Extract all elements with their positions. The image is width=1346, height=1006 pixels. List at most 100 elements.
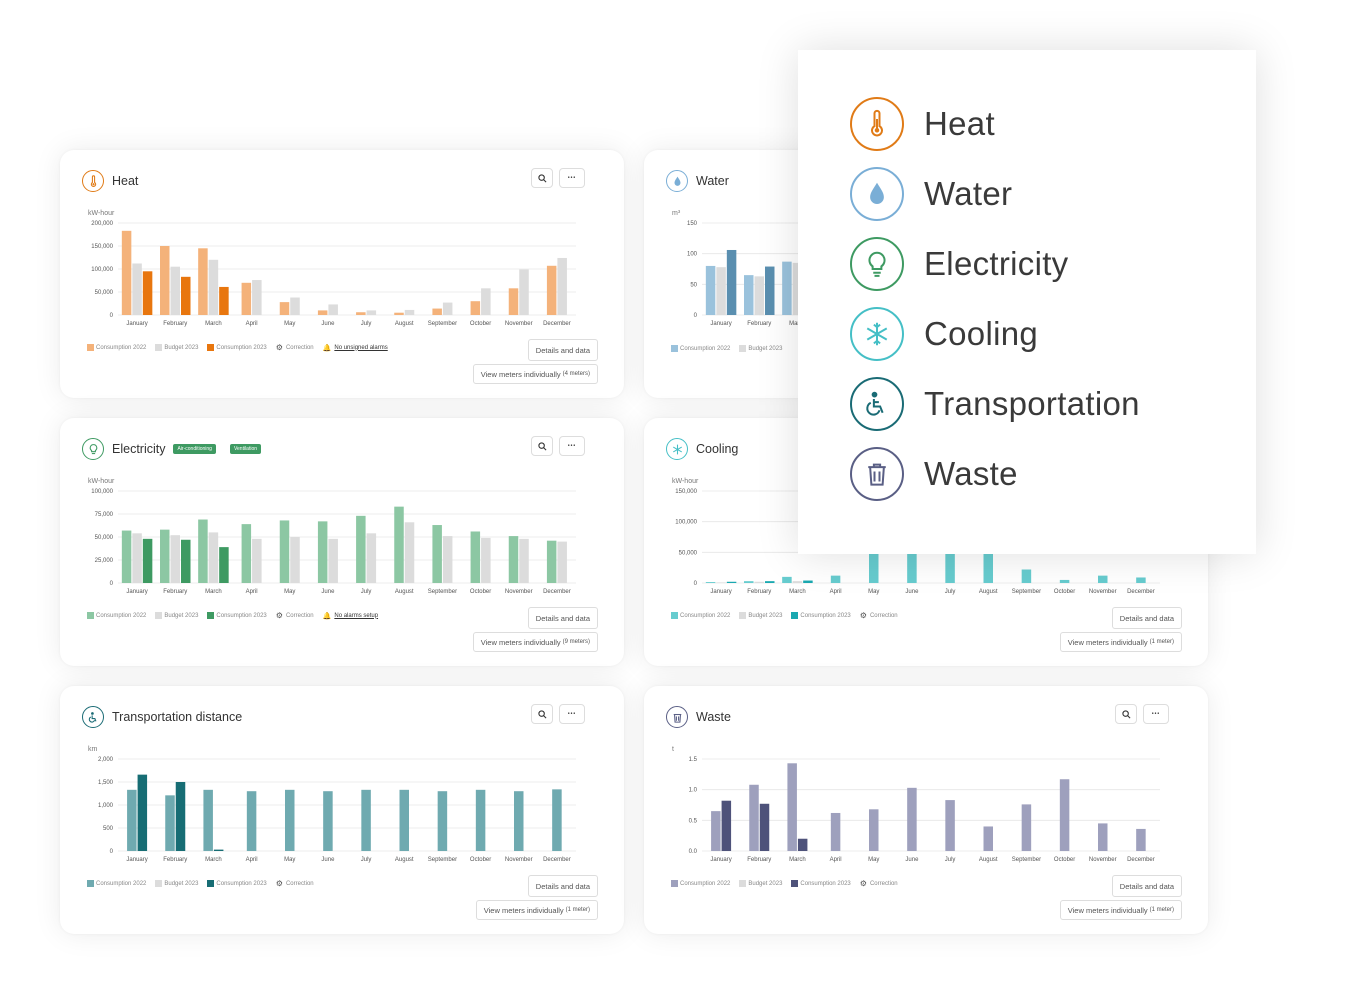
- legend-item[interactable]: Consumption 2022: [671, 612, 730, 619]
- bar-consumption-2023[interactable]: [137, 774, 148, 851]
- bar-consumption-2022[interactable]: [983, 826, 994, 851]
- bar-consumption-2022[interactable]: [945, 543, 955, 583]
- category-tag[interactable]: Air-conditioning: [173, 444, 216, 454]
- legend-item[interactable]: Budget 2023: [155, 344, 198, 351]
- bar-consumption-2022[interactable]: [546, 265, 557, 315]
- search-button[interactable]: [531, 704, 553, 724]
- legend-item[interactable]: ⚙ Correction: [276, 879, 314, 888]
- alarm-link[interactable]: 🔔 No alarms setup: [323, 612, 378, 620]
- bar-consumption-2022[interactable]: [552, 789, 562, 851]
- bar-consumption-2022[interactable]: [470, 301, 481, 315]
- legend-item[interactable]: Budget 2023: [739, 345, 782, 352]
- bar-budget-2023[interactable]: [481, 288, 491, 315]
- bar-budget-2023[interactable]: [252, 538, 262, 583]
- bar-budget-2023[interactable]: [290, 297, 300, 315]
- bar-consumption-2022[interactable]: [470, 531, 481, 583]
- bar-consumption-2022[interactable]: [323, 791, 333, 851]
- bar-consumption-2022[interactable]: [432, 525, 442, 583]
- bar-consumption-2022[interactable]: [744, 275, 754, 315]
- legend-item[interactable]: Consumption 2022: [671, 880, 730, 887]
- bar-budget-2023[interactable]: [792, 262, 803, 315]
- bar-budget-2023[interactable]: [252, 280, 262, 315]
- bar-consumption-2022[interactable]: [475, 789, 486, 851]
- bar-budget-2023[interactable]: [716, 582, 726, 583]
- details-and-data-button[interactable]: Details and data: [527, 339, 598, 361]
- bar-budget-2023[interactable]: [442, 536, 453, 583]
- bar-consumption-2023[interactable]: [721, 800, 732, 851]
- legend-item[interactable]: Budget 2023: [155, 612, 198, 619]
- bar-consumption-2022[interactable]: [399, 789, 410, 851]
- bar-budget-2023[interactable]: [404, 309, 415, 315]
- bar-consumption-2023[interactable]: [765, 581, 775, 583]
- popup-item-waste[interactable]: Waste: [850, 447, 1018, 501]
- bar-consumption-2022[interactable]: [198, 248, 208, 315]
- bar-consumption-2023[interactable]: [142, 271, 153, 315]
- bar-consumption-2022[interactable]: [203, 789, 213, 851]
- view-meters-button[interactable]: View meters individually (1 meter): [1059, 900, 1182, 920]
- legend-item[interactable]: Consumption 2022: [87, 612, 146, 619]
- bar-consumption-2022[interactable]: [782, 576, 792, 583]
- more-options-button[interactable]: •••: [559, 436, 585, 456]
- more-options-button[interactable]: •••: [559, 704, 585, 724]
- view-meters-button[interactable]: View meters individually (1 meter): [475, 900, 598, 920]
- bar-consumption-2022[interactable]: [121, 230, 132, 315]
- legend-item[interactable]: Consumption 2023: [791, 880, 851, 887]
- bar-consumption-2022[interactable]: [749, 784, 759, 851]
- bar-consumption-2023[interactable]: [726, 581, 737, 583]
- bar-consumption-2022[interactable]: [394, 312, 404, 315]
- bar-consumption-2022[interactable]: [711, 811, 721, 851]
- bar-consumption-2023[interactable]: [181, 539, 191, 583]
- bar-budget-2023[interactable]: [132, 533, 142, 583]
- bar-consumption-2022[interactable]: [127, 789, 137, 851]
- bar-consumption-2022[interactable]: [437, 791, 448, 851]
- popup-item-transportation[interactable]: Transportation: [850, 377, 1140, 431]
- legend-item[interactable]: Consumption 2023: [207, 344, 267, 351]
- bar-consumption-2022[interactable]: [160, 529, 170, 583]
- bar-consumption-2022[interactable]: [508, 288, 519, 315]
- bar-consumption-2022[interactable]: [705, 582, 716, 583]
- bar-budget-2023[interactable]: [557, 257, 567, 315]
- bar-consumption-2022[interactable]: [907, 787, 917, 851]
- details-and-data-button[interactable]: Details and data: [1111, 875, 1182, 897]
- legend-item[interactable]: Budget 2023: [155, 880, 198, 887]
- bar-consumption-2022[interactable]: [1021, 569, 1032, 583]
- bar-budget-2023[interactable]: [754, 581, 765, 583]
- bar-budget-2023[interactable]: [754, 276, 765, 315]
- bar-consumption-2022[interactable]: [121, 530, 132, 583]
- details-and-data-button[interactable]: Details and data: [527, 875, 598, 897]
- legend-item[interactable]: ⚙ Correction: [276, 343, 314, 352]
- bar-budget-2023[interactable]: [328, 304, 338, 315]
- legend-item[interactable]: ⚙ Correction: [860, 879, 898, 888]
- bar-consumption-2022[interactable]: [869, 549, 879, 583]
- bar-budget-2023[interactable]: [557, 541, 567, 583]
- bar-budget-2023[interactable]: [519, 269, 529, 315]
- alarm-text[interactable]: No unsigned alarms: [334, 344, 388, 351]
- bar-consumption-2022[interactable]: [907, 540, 917, 583]
- bar-consumption-2022[interactable]: [514, 791, 524, 851]
- legend-item[interactable]: Consumption 2022: [87, 880, 146, 887]
- bar-consumption-2022[interactable]: [830, 575, 841, 583]
- bar-consumption-2022[interactable]: [361, 789, 371, 851]
- bar-budget-2023[interactable]: [328, 538, 338, 583]
- bar-consumption-2022[interactable]: [241, 524, 252, 583]
- bar-consumption-2022[interactable]: [830, 812, 841, 851]
- legend-item[interactable]: Consumption 2023: [207, 880, 267, 887]
- bar-consumption-2022[interactable]: [1059, 779, 1070, 851]
- bar-budget-2023[interactable]: [290, 537, 300, 583]
- bar-budget-2023[interactable]: [170, 535, 181, 583]
- bar-consumption-2022[interactable]: [546, 540, 557, 583]
- legend-item[interactable]: Consumption 2023: [207, 612, 267, 619]
- bar-consumption-2022[interactable]: [285, 789, 295, 851]
- legend-item[interactable]: Consumption 2022: [87, 344, 146, 351]
- bar-consumption-2022[interactable]: [241, 282, 252, 315]
- bar-consumption-2023[interactable]: [219, 547, 229, 583]
- bar-consumption-2022[interactable]: [782, 261, 792, 315]
- bar-budget-2023[interactable]: [716, 267, 726, 315]
- bar-consumption-2022[interactable]: [1098, 823, 1108, 851]
- more-options-button[interactable]: •••: [1143, 704, 1169, 724]
- bar-consumption-2023[interactable]: [142, 538, 153, 583]
- bar-consumption-2022[interactable]: [945, 800, 955, 851]
- bar-consumption-2022[interactable]: [1136, 577, 1146, 583]
- legend-item[interactable]: ⚙ Correction: [860, 611, 898, 620]
- legend-item[interactable]: Budget 2023: [739, 612, 782, 619]
